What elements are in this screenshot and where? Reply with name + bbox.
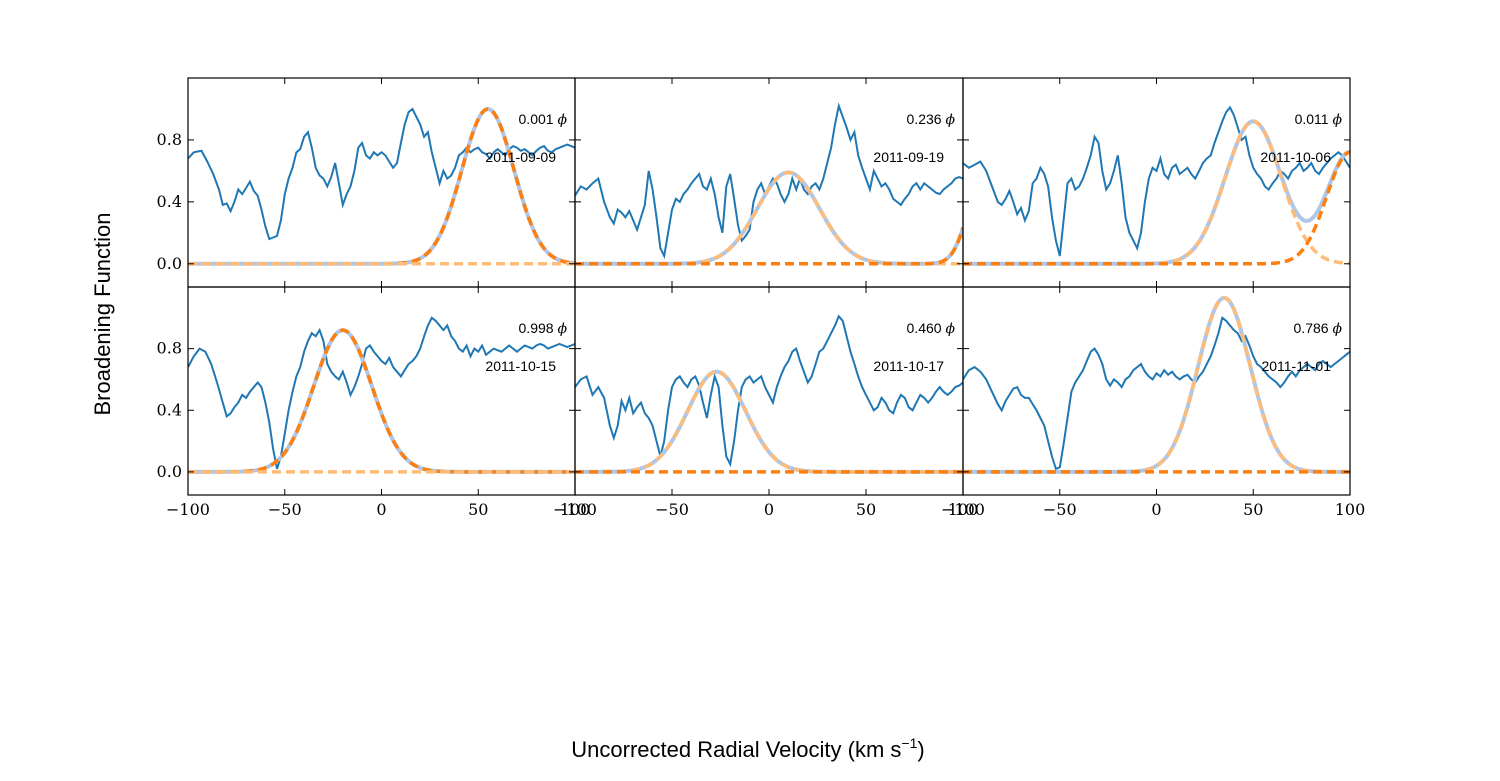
observed-bf-line <box>188 107 575 241</box>
date-label: 2011-11-01 <box>1261 358 1331 374</box>
x-tick-label: 50 <box>468 500 488 519</box>
panel-grid: 0.0 0.4 0.8 0.001 ϕ 2011-09-09 0.236 ϕ 2011-09… <box>157 77 1366 519</box>
date-label: 2011-10-06 <box>1260 149 1331 165</box>
phase-value: 0.236 <box>907 111 946 127</box>
panel-6: −100 −50 0 50 100 0.786 ϕ 2011-11-01 <box>941 286 1366 519</box>
phase-value: 0.998 <box>519 320 558 336</box>
x-tick-label: −100 <box>941 500 985 519</box>
date-label: 2011-09-19 <box>873 149 944 165</box>
phase-label: 0.786 ϕ <box>1294 320 1343 337</box>
y-tick-label: 0.8 <box>157 130 182 149</box>
panel-1: 0.0 0.4 0.8 0.001 ϕ 2011-09-09 <box>157 77 576 288</box>
plot-area <box>188 316 575 474</box>
date-label: 2011-09-09 <box>485 149 556 165</box>
x-axis-label-main: Uncorrected Radial Velocity (km s <box>571 737 901 762</box>
phase-symbol: ϕ <box>557 321 567 337</box>
observed-bf-line <box>575 314 963 468</box>
plot-area <box>575 314 963 474</box>
y-tick-label: 0.0 <box>157 254 182 273</box>
observed-bf-line <box>963 316 1350 471</box>
x-tick-label: 50 <box>856 500 876 519</box>
plot-area <box>963 105 1350 266</box>
phase-value: 0.460 <box>907 320 946 336</box>
x-tick-label: −50 <box>1043 500 1077 519</box>
y-tick-label: 0.0 <box>157 462 182 481</box>
x-tick-label: 100 <box>560 500 591 519</box>
phase-value: 0.011 <box>1295 111 1333 127</box>
observed-bf-line <box>963 105 1350 257</box>
x-tick-label: 0 <box>764 500 774 519</box>
phase-symbol: ϕ <box>945 112 955 128</box>
x-tick-label: 0 <box>1151 500 1161 519</box>
plot-area <box>963 295 1350 474</box>
phase-symbol: ϕ <box>945 321 955 337</box>
x-tick-label: 100 <box>948 500 979 519</box>
y-tick-label: 0.4 <box>157 192 182 211</box>
plot-area <box>188 106 575 266</box>
phase-value: 0.786 <box>1294 320 1333 336</box>
x-tick-label: 50 <box>1243 500 1263 519</box>
phase-symbol: ϕ <box>1332 321 1342 337</box>
plot-area <box>575 102 963 266</box>
x-tick-label: −100 <box>553 500 597 519</box>
x-axis-label-close: ) <box>917 737 924 762</box>
panel-5: −100 −50 0 50 100 0.460 ϕ 2011-10-17 <box>553 286 979 519</box>
phase-label: 0.001 ϕ <box>519 111 568 128</box>
x-axis-label-exponent: −1 <box>901 735 917 751</box>
date-label: 2011-10-15 <box>485 358 556 374</box>
phase-label: 0.460 ϕ <box>907 320 956 337</box>
date-label: 2011-10-17 <box>873 358 944 374</box>
component-2-fit-line <box>575 227 963 266</box>
x-tick-label: −50 <box>655 500 689 519</box>
y-tick-label: 0.8 <box>157 339 182 358</box>
phase-label: 0.998 ϕ <box>519 320 568 337</box>
panel-3: 0.011 ϕ 2011-10-06 <box>962 77 1351 288</box>
x-tick-label: −100 <box>166 500 210 519</box>
x-tick-label: 0 <box>376 500 386 519</box>
component-2-fit-line <box>963 150 1350 266</box>
x-tick-label: 100 <box>1335 500 1366 519</box>
panel-4: −100 −50 0 50 100 0.0 0.4 0.8 0.998 ϕ 2011-10-15 <box>157 286 591 519</box>
x-axis-label: Uncorrected Radial Velocity (km s−1) <box>571 735 924 762</box>
observed-bf-line <box>188 316 575 470</box>
y-axis-label: Broadening Function <box>90 212 115 415</box>
phase-label: 0.236 ϕ <box>907 111 956 128</box>
phase-symbol: ϕ <box>1332 112 1342 128</box>
x-tick-label: −50 <box>268 500 302 519</box>
phase-symbol: ϕ <box>557 112 567 128</box>
y-tick-label: 0.4 <box>157 400 182 419</box>
phase-label: 0.011 ϕ <box>1295 111 1343 128</box>
phase-value: 0.001 <box>519 111 558 127</box>
